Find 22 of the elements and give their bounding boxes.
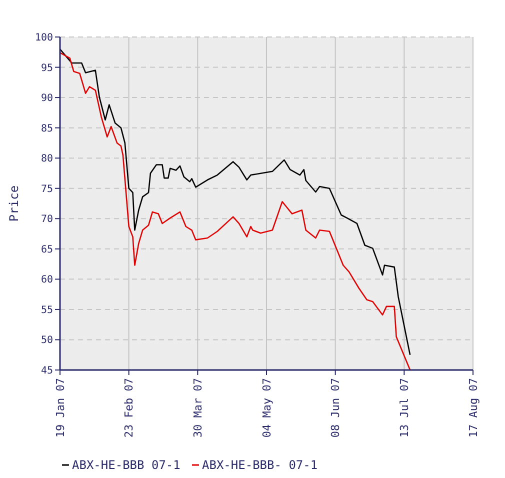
x-tick-label: 30 Mar 07 (192, 378, 205, 438)
y-tick-label: 55 (40, 304, 53, 316)
y-tick-label: 75 (40, 184, 53, 195)
y-axis-title: Price (7, 185, 21, 222)
x-tick-label: 17 Aug 07 (466, 378, 480, 438)
x-tick-label: 19 Jan 07 (54, 378, 67, 438)
x-tick-label: 23 Feb 07 (122, 378, 136, 438)
y-tick-label: 80 (40, 154, 53, 165)
y-tick-label: 45 (40, 366, 53, 376)
y-tick-label: 60 (40, 274, 53, 286)
y-tick-label: 70 (40, 214, 53, 226)
x-tick-label: 04 May 07 (260, 378, 274, 438)
y-tick-label: 85 (40, 123, 53, 134)
y-tick-label: 100 (34, 32, 53, 44)
legend-label: ABX-HE-BBB- 07-1 (202, 458, 318, 472)
y-tick-label: 90 (40, 93, 53, 104)
y-tick-label: 50 (40, 335, 53, 346)
x-tick-label: 13 Jul 07 (398, 378, 412, 438)
y-tick-label: 95 (40, 62, 53, 74)
x-tick-label: 08 Jun 07 (329, 378, 342, 438)
legend-label: ABX-HE-BBB 07-1 (72, 458, 180, 472)
y-tick-label: 65 (40, 244, 53, 256)
